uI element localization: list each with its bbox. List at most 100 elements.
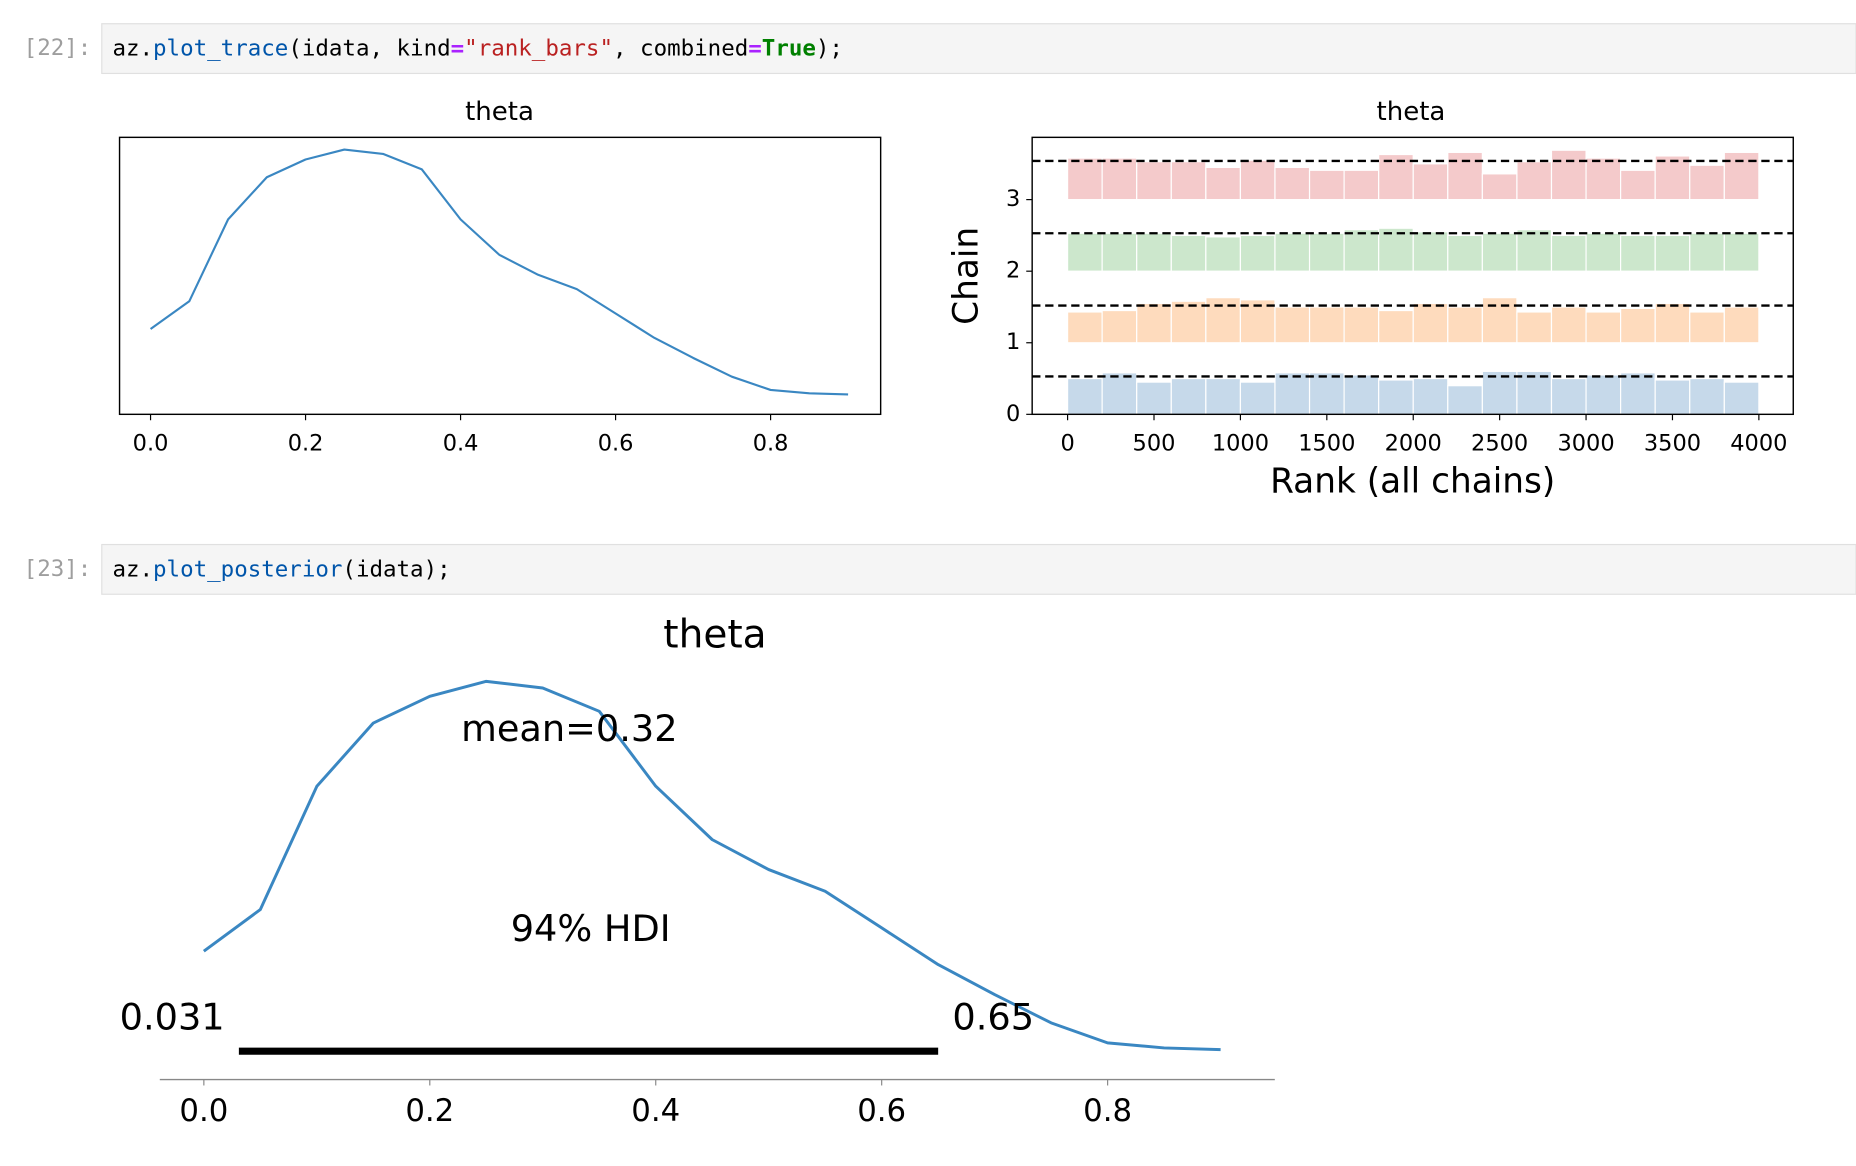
x-tick-label: 500 xyxy=(1133,430,1176,456)
token: plot_posterior xyxy=(153,556,342,582)
rank-bar xyxy=(1447,234,1483,272)
rank-bar xyxy=(1654,379,1691,415)
x-tick-label: 3000 xyxy=(1557,430,1614,456)
rank-bar xyxy=(1066,157,1103,201)
hdi-label: 0.031 xyxy=(120,996,225,1039)
code-cell[interactable] xyxy=(101,23,1856,75)
rank-bar xyxy=(1136,302,1172,344)
rank-bar xyxy=(1447,151,1483,201)
x-tick-label: 1500 xyxy=(1298,430,1355,456)
rank-bar xyxy=(1170,234,1207,272)
rank-bar xyxy=(1481,297,1518,344)
rank-bar xyxy=(1481,232,1518,272)
rank-bar xyxy=(1654,155,1691,201)
rank-bar xyxy=(1516,311,1553,344)
rank-bar xyxy=(1239,159,1276,201)
rank-bar xyxy=(1066,311,1103,344)
rank-bar xyxy=(1585,374,1622,415)
token: combined xyxy=(640,35,748,61)
rank-bar xyxy=(1239,234,1276,272)
token: az xyxy=(112,35,139,61)
density-curve xyxy=(149,148,849,396)
rank-bar xyxy=(1308,372,1345,415)
token: = xyxy=(451,35,465,61)
token: kind xyxy=(397,35,451,61)
rank-bar xyxy=(1136,161,1172,201)
token: az xyxy=(112,556,139,582)
rank-bar xyxy=(1136,381,1172,415)
chart-title: theta xyxy=(1376,97,1445,127)
x-tick-label: 0.8 xyxy=(753,430,789,456)
rank-bar xyxy=(1239,381,1276,415)
x-tick-label: 0.4 xyxy=(631,1093,680,1129)
rank-bar xyxy=(1274,372,1311,415)
y-tick-label: 1 xyxy=(1006,329,1020,355)
y-tick-label: 2 xyxy=(1006,258,1020,284)
x-tick-label: 3500 xyxy=(1644,430,1701,456)
rank-bar xyxy=(1205,166,1242,201)
x-tick-label: 0.8 xyxy=(1083,1093,1132,1129)
rank-bar xyxy=(1481,173,1518,201)
rank-bar xyxy=(1689,377,1725,415)
rank-bar xyxy=(1620,234,1656,272)
rank-bar xyxy=(1136,232,1172,272)
x-tick-label: 0.4 xyxy=(443,430,479,456)
token: ); xyxy=(816,35,843,61)
rank-bar xyxy=(1723,232,1760,272)
x-tick-label: 2000 xyxy=(1385,430,1442,456)
token: , xyxy=(613,35,640,61)
rank-bar xyxy=(1723,151,1760,201)
hdi-label: 0.65 xyxy=(952,996,1034,1039)
rank-bar xyxy=(1412,302,1449,344)
rank-bar xyxy=(1481,370,1518,415)
rank-bar xyxy=(1274,166,1311,201)
rank-bar xyxy=(1689,311,1725,344)
rank-bar xyxy=(1378,309,1414,344)
chart-title: theta xyxy=(465,97,534,127)
x-tick-label: 0.0 xyxy=(133,430,169,456)
rank-bar xyxy=(1101,309,1138,344)
rank-bar xyxy=(1689,164,1725,201)
x-tick-label: 0.6 xyxy=(857,1093,906,1129)
rank-bar xyxy=(1239,299,1276,344)
x-tick-label: 2500 xyxy=(1471,430,1528,456)
rank-bar xyxy=(1170,161,1207,201)
hdi-annotation: 94% HDI xyxy=(511,907,671,950)
rank-bar xyxy=(1689,232,1725,272)
x-tick-label: 0.2 xyxy=(405,1093,454,1129)
rank-bar xyxy=(1066,377,1103,415)
rank-bar xyxy=(1412,163,1449,201)
rank-bar xyxy=(1378,227,1414,272)
code: az.plot_trace(idata, kind="rank_bars", c… xyxy=(112,35,843,61)
rank-bar xyxy=(1308,232,1345,272)
rank-bar xyxy=(1308,306,1345,344)
x-tick-label: 0 xyxy=(1060,430,1074,456)
rank-bar xyxy=(1170,300,1207,344)
rank-bar xyxy=(1723,306,1760,344)
rank-bar xyxy=(1101,157,1138,201)
rank-bar xyxy=(1620,307,1656,344)
prompt: [22]: xyxy=(24,35,92,61)
x-tick-label: 0.2 xyxy=(288,430,324,456)
rank-bar xyxy=(1516,161,1553,201)
rank-bar xyxy=(1343,169,1380,201)
x-tick-label: 0.6 xyxy=(598,430,634,456)
rank-bar xyxy=(1585,232,1622,272)
code-cell[interactable] xyxy=(101,543,1856,595)
rank-bar xyxy=(1343,306,1380,344)
chart-title: theta xyxy=(663,612,766,657)
rank-bar xyxy=(1585,311,1622,344)
rank-bar xyxy=(1620,169,1656,201)
rank-bar xyxy=(1343,374,1380,415)
axes-frame xyxy=(118,136,882,416)
token: (idata); xyxy=(342,556,450,582)
x-tick-label: 1000 xyxy=(1212,430,1269,456)
rank-bar xyxy=(1274,232,1311,272)
rank-bar xyxy=(1343,229,1380,272)
token: True xyxy=(762,35,816,61)
rank-bar xyxy=(1654,234,1691,272)
rank-bar xyxy=(1550,377,1587,415)
token: plot_trace xyxy=(153,35,288,61)
